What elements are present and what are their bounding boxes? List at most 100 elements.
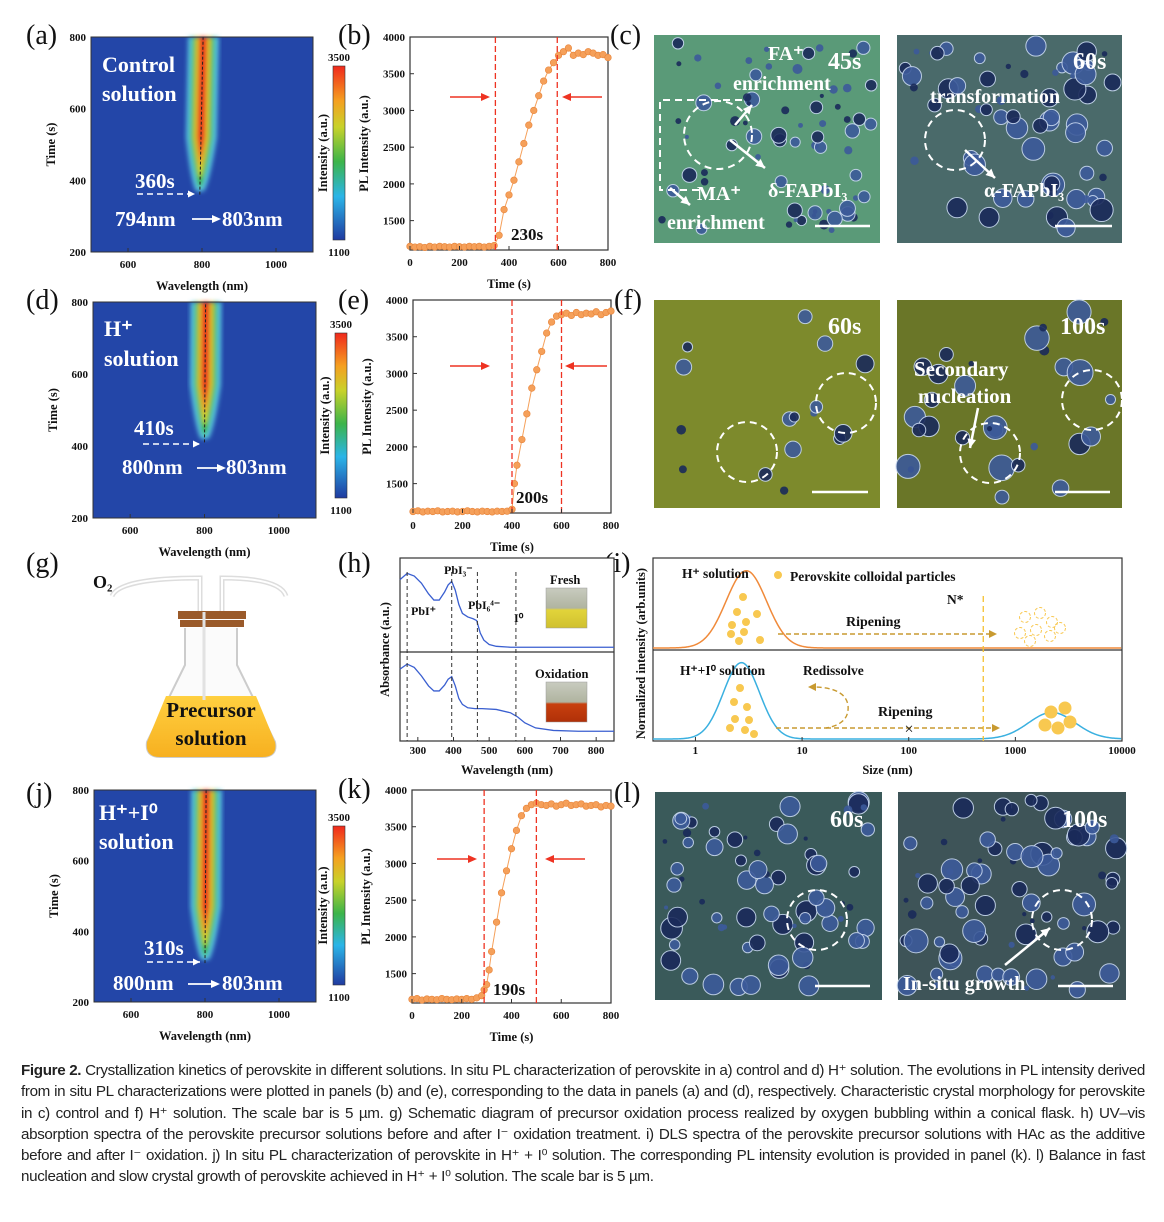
x-tick-label: 400	[503, 1010, 520, 1022]
precursor-liquid	[146, 696, 276, 757]
crystal	[1021, 893, 1041, 913]
panel-label-g: (g)	[26, 548, 59, 579]
colloid-particle	[736, 684, 744, 692]
crystal	[763, 46, 770, 52]
crystal	[682, 828, 692, 838]
crystal	[1057, 917, 1070, 930]
gas-tube-inner	[111, 576, 201, 612]
condition-title: H⁺	[104, 316, 133, 341]
data-point	[533, 366, 541, 374]
colloid-particle	[745, 716, 753, 724]
y-tick-label: 600	[70, 104, 87, 116]
crystal	[826, 210, 843, 227]
arrow-head	[755, 158, 765, 168]
crystal	[695, 94, 713, 112]
crystal	[670, 862, 684, 876]
crystal	[1070, 73, 1076, 79]
crystal	[901, 66, 922, 87]
crystal	[748, 934, 766, 952]
crystal	[1101, 51, 1108, 57]
x-tick-label: 600	[553, 1010, 570, 1022]
liquid-label-2: solution	[175, 726, 247, 750]
y-tick-label: 3500	[385, 822, 408, 834]
panel-label-d: (d)	[26, 285, 59, 316]
peak-end-label: 803nm	[226, 455, 287, 479]
crystal	[734, 854, 747, 867]
x-axis-label: Wavelength (nm)	[159, 1029, 251, 1043]
vial-label-fresh: Fresh	[550, 573, 580, 587]
crystal	[910, 156, 919, 165]
crystal	[947, 980, 954, 987]
band-label-pbi: PbI⁺	[411, 604, 436, 618]
crystal	[741, 975, 761, 995]
crystal	[1029, 918, 1035, 924]
crystal	[909, 83, 918, 92]
crystal	[708, 825, 721, 838]
data-point	[517, 812, 526, 820]
crystal	[681, 341, 694, 353]
flask-schematic: O₂ Precursor solution	[93, 572, 289, 758]
data-point	[512, 826, 521, 834]
crystal	[993, 188, 1013, 208]
crystal	[903, 928, 929, 954]
crystal	[927, 97, 942, 113]
spectrum-fresh	[399, 572, 614, 648]
gas-tube	[219, 575, 289, 612]
heatmap-panel-d: 600 800 1000 200 400 600 800 Wavelength (nm) Tim…	[46, 297, 353, 559]
crystal	[903, 897, 909, 903]
crystal	[979, 831, 996, 848]
y-axis-label: PL Intensity (a.u.)	[359, 848, 373, 945]
arrow-head	[211, 980, 220, 988]
crystal	[1005, 63, 1012, 70]
crystal	[1081, 195, 1090, 204]
x-tick-label: 800	[588, 745, 605, 757]
colloid-particle	[743, 703, 751, 711]
crystal	[1016, 190, 1035, 208]
crystal	[770, 126, 788, 144]
crystal	[1082, 925, 1087, 931]
crystal	[848, 49, 858, 58]
crystal	[1056, 218, 1076, 238]
crystal	[978, 206, 1000, 228]
data-point	[510, 480, 519, 488]
crystal	[674, 812, 688, 825]
crystal	[701, 169, 708, 177]
crystal	[721, 924, 728, 930]
duration-label: 230s	[511, 225, 544, 244]
ma-label: MA⁺	[697, 183, 741, 205]
condition-title: H⁺+I⁰	[99, 800, 158, 825]
arrow-head	[565, 362, 574, 370]
crystal	[1039, 88, 1060, 108]
y-axis-label: Normalized intensity (arb.units)	[634, 568, 648, 739]
colorbar	[332, 65, 346, 241]
crystal	[662, 839, 668, 844]
crystal	[1044, 806, 1068, 830]
data-point	[522, 804, 531, 812]
crystal	[777, 823, 798, 845]
crystal	[907, 910, 917, 919]
colloid-particle	[774, 571, 782, 579]
crystal	[1099, 963, 1120, 984]
x-tick-label: 800	[603, 1010, 620, 1022]
panel-label-a: (a)	[26, 20, 57, 51]
crystal	[1021, 137, 1046, 161]
colloid-particle	[727, 630, 735, 638]
time-label: 60s	[828, 314, 861, 340]
x-axis-label: Time (s)	[490, 540, 534, 554]
crystal	[915, 872, 921, 879]
crystal	[798, 912, 812, 925]
highlight-circle	[1031, 889, 1093, 951]
crystal	[714, 82, 722, 90]
colloid-particle	[730, 698, 738, 706]
crystal	[711, 912, 723, 924]
crystal	[1079, 165, 1095, 181]
y-axis-label: Time (s)	[44, 123, 58, 167]
crystal	[803, 836, 808, 841]
x-tick-label: 1	[693, 745, 699, 757]
data-point	[515, 158, 523, 166]
crystal	[745, 128, 763, 145]
crystal	[820, 185, 830, 195]
arrow-head	[989, 630, 997, 638]
y-tick-label: 600	[73, 856, 90, 868]
y-tick-label: 3000	[383, 105, 406, 117]
